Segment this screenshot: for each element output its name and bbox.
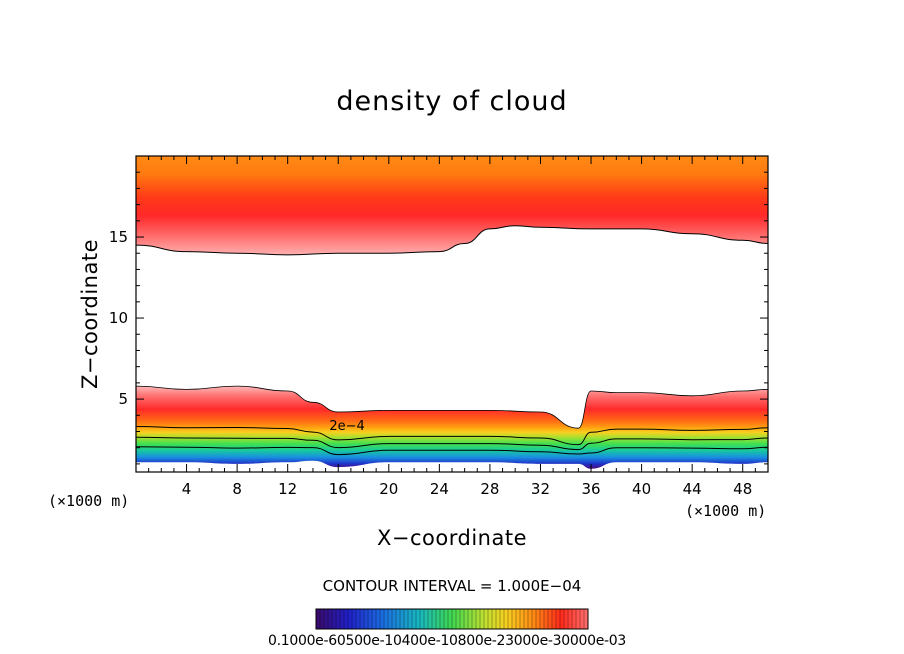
x-tick-label: 28 (480, 480, 499, 498)
colorbar (315, 608, 589, 630)
colorbar-labels: 0.1000e-60500e-10400e-10800e-23000e-3000… (268, 633, 626, 649)
chart-title: density of cloud (336, 86, 568, 117)
lower-contour-line (135, 446, 769, 456)
x-tick-label: 48 (733, 480, 752, 498)
x-unit-label-left: (×1000 m) (48, 492, 130, 510)
contour-interval-label: CONTOUR INTERVAL = 1.000E−04 (322, 577, 582, 595)
x-tick-label: 32 (531, 480, 550, 498)
y-tick-label: 5 (118, 390, 128, 408)
y-tick-label: 10 (109, 309, 128, 327)
lower-contour-line (135, 436, 769, 451)
upper-cloud-base-contour (135, 225, 769, 256)
x-tick-label: 12 (278, 480, 297, 498)
plot-layers: 2e−4 (135, 156, 769, 469)
x-tick-label: 24 (430, 480, 449, 498)
lower-cloud-top-contour (135, 385, 769, 429)
x-axis-ticks: 4 8 12 16 20 24 28 32 36 40 44 48 (148, 156, 756, 498)
x-tick-label: 40 (632, 480, 651, 498)
upper-cloud-layer (136, 156, 768, 255)
y-axis-ticks: 5 10 15 (109, 171, 768, 465)
x-axis-label: X−coordinate (377, 526, 527, 550)
x-tick-label: 44 (683, 480, 702, 498)
y-axis-label: Z−coordinate (78, 239, 102, 389)
x-tick-label: 4 (182, 480, 192, 498)
x-unit-label-right: (×1000 m) (685, 502, 767, 520)
x-tick-label: 8 (232, 480, 242, 498)
lower-contour-line (135, 426, 769, 446)
y-tick-label: 15 (109, 228, 128, 246)
x-tick-label: 16 (329, 480, 348, 498)
contour-label: 2e−4 (329, 419, 364, 434)
x-tick-label: 20 (379, 480, 398, 498)
x-tick-label: 36 (581, 480, 600, 498)
